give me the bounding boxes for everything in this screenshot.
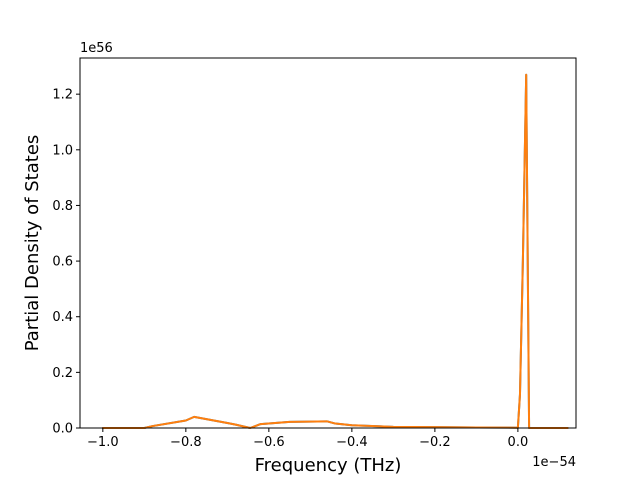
x-tick-label: −0.2 <box>419 435 451 450</box>
series-layer <box>101 73 569 429</box>
y-axis-ticks: 0.0 0.2 0.4 0.6 0.8 1.0 1.2 <box>52 88 80 437</box>
x-axis-ticks: −1.0 −0.8 −0.6 −0.4 −0.2 0.0 <box>87 428 528 450</box>
y-axis-label: Partial Density of States <box>22 135 43 352</box>
x-offset-label: 1e−54 <box>532 455 576 470</box>
x-tick-label: −1.0 <box>87 435 119 450</box>
x-tick-label: −0.4 <box>336 435 368 450</box>
y-tick-label: 0.8 <box>52 199 73 214</box>
y-tick-label: 0.0 <box>52 422 73 437</box>
plot-area <box>79 57 577 429</box>
y-offset-label: 1e56 <box>80 41 113 56</box>
series-line-2 <box>101 73 569 429</box>
y-tick-label: 0.2 <box>52 366 73 381</box>
y-tick-label: 0.6 <box>52 255 73 270</box>
y-tick-label: 1.2 <box>52 88 73 103</box>
y-tick-label: 0.4 <box>52 310 73 325</box>
x-tick-label: 0.0 <box>508 435 529 450</box>
x-axis-label: Frequency (THz) <box>255 455 402 476</box>
x-tick-label: −0.8 <box>170 435 202 450</box>
x-tick-label: −0.6 <box>253 435 285 450</box>
y-tick-label: 1.0 <box>52 143 73 158</box>
axes-frame <box>79 57 577 429</box>
axes-background <box>80 58 576 428</box>
